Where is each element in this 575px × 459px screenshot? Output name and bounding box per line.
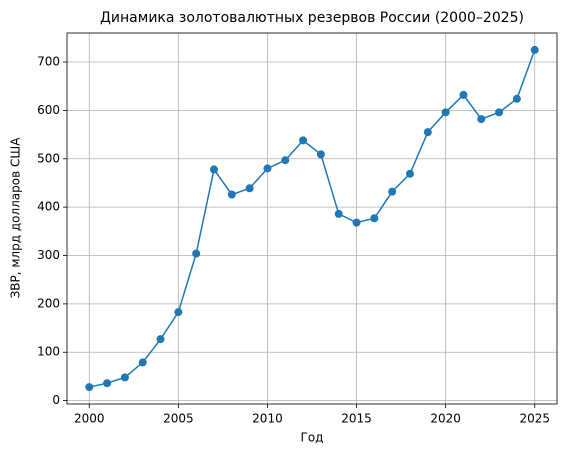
data-point	[281, 156, 290, 165]
data-point	[388, 187, 397, 196]
data-point	[495, 108, 504, 117]
grid	[67, 33, 557, 404]
x-tick-label: 2025	[519, 412, 550, 426]
data-line	[89, 49, 536, 388]
y-tick-label: 400	[37, 200, 60, 214]
x-tick-label: 2000	[74, 412, 105, 426]
data-point	[103, 379, 112, 388]
data-point	[316, 150, 325, 159]
data-point	[370, 214, 379, 223]
x-tick-label: 2005	[163, 412, 194, 426]
data-point	[512, 94, 521, 103]
data-point	[406, 169, 414, 178]
data-point	[210, 165, 218, 174]
data-point	[192, 249, 201, 258]
data-point	[227, 190, 236, 199]
y-tick-label: 700	[37, 55, 60, 69]
data-point	[174, 308, 183, 317]
data-point	[245, 184, 254, 193]
y-tick-label: 0	[52, 393, 60, 407]
data-point	[85, 383, 94, 392]
data-point	[352, 218, 361, 227]
x-tick-label: 2020	[430, 412, 461, 426]
data-point	[459, 90, 468, 99]
y-axis-label: ЗВР, млрд долларов США	[9, 137, 23, 299]
data-point	[156, 335, 165, 344]
x-tick-label: 2015	[341, 412, 372, 426]
plot	[85, 45, 539, 392]
y-tick-label: 300	[37, 248, 60, 262]
data-point	[299, 136, 308, 145]
x-axis-label: Год	[301, 431, 324, 445]
data-point	[530, 45, 539, 54]
data-point	[334, 209, 343, 218]
y-tick-label: 600	[37, 103, 60, 117]
data-point	[120, 373, 129, 382]
axes-frame	[66, 32, 558, 405]
x-tick-label: 2010	[252, 412, 283, 426]
y-tick-label: 100	[37, 345, 60, 359]
data-point	[263, 164, 272, 173]
data-point	[477, 115, 486, 124]
data-point	[441, 108, 450, 117]
data-point	[138, 358, 147, 367]
y-tick-label: 500	[37, 151, 60, 165]
y-tick-label: 200	[37, 296, 60, 310]
data-point	[423, 128, 432, 137]
chart-title: Динамика золотовалютных резервов России …	[100, 10, 524, 26]
